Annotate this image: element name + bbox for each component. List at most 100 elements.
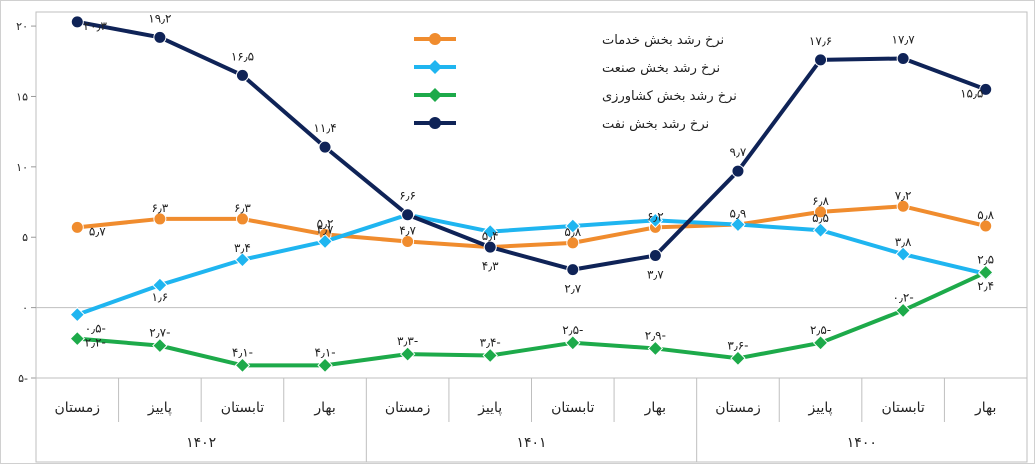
y-tick-label: ۱۵: [16, 90, 28, 103]
data-point: [69, 330, 85, 347]
legend-label: نرخ رشد بخش کشاورزی: [602, 89, 737, 104]
series-lines: [76, 19, 987, 368]
data-label: ۱۵٫۵: [960, 86, 983, 100]
data-label: ۵٫۷: [89, 224, 106, 238]
data-point: [235, 68, 249, 82]
data-label: ۲٫۹-: [645, 328, 666, 342]
data-label: ۹٫۷: [730, 145, 747, 159]
y-tick-label: ۵-: [18, 372, 28, 385]
data-point: [318, 140, 332, 154]
data-point: [731, 164, 745, 178]
data-point: [978, 264, 994, 281]
data-point: [730, 216, 746, 233]
series-line: [77, 270, 987, 368]
data-label: ۵٫۲: [317, 216, 334, 230]
data-label: ۵٫۸: [564, 225, 581, 239]
data-point: [730, 350, 746, 366]
data-point: [979, 219, 993, 233]
data-label: ۱۷٫۶: [809, 34, 832, 48]
legend-label: نرخ رشد بخش خدمات: [602, 33, 724, 48]
data-label: ۴٫۳: [482, 259, 499, 273]
data-label: ۵٫۵: [812, 211, 829, 225]
data-point: [70, 15, 84, 29]
data-point: [317, 233, 333, 250]
data-label: ۱۱٫۴: [313, 121, 336, 135]
data-point: [152, 337, 168, 354]
data-label: ۳٫۳-: [397, 334, 418, 348]
data-point: [153, 30, 167, 44]
year-label: ۱۴۰۰: [847, 435, 877, 451]
data-point: [648, 249, 662, 263]
legend-swatch-marker: [429, 117, 441, 129]
data-label: ۲٫۷-: [149, 326, 170, 340]
data-point: [401, 208, 415, 222]
data-label: ۳٫۷: [647, 268, 664, 282]
x-tick-label: پاییز: [808, 400, 833, 416]
data-point: [979, 82, 993, 96]
data-point: [896, 199, 910, 213]
data-point: [812, 222, 829, 238]
y-tick-label: ۲۰: [16, 20, 28, 33]
data-label: ۶٫۸: [812, 194, 829, 208]
x-tick-label: پاییز: [477, 400, 502, 416]
data-point: [895, 246, 911, 262]
y-tick-label: ۰: [22, 302, 28, 315]
y-tick-label: ۵: [22, 231, 28, 244]
data-point: [234, 357, 251, 374]
x-tick-label: بهار: [644, 400, 666, 416]
legend: نرخ رشد بخش خدمات نرخ رشد بخش صنعت نرخ رشد…: [414, 33, 737, 132]
data-point: [647, 212, 664, 229]
legend-label: نرخ رشد بخش نفت: [602, 117, 709, 132]
data-label: ۲٫۵-: [562, 323, 583, 337]
data-label: ۰٫۲-: [893, 290, 914, 304]
data-point: [482, 347, 498, 364]
data-label: ۴٫۷: [317, 222, 334, 236]
data-label: ۲٫۵-: [810, 323, 831, 337]
data-label: ۲٫۲-: [85, 336, 106, 350]
series-line: [76, 212, 987, 317]
data-point: [399, 346, 416, 362]
data-point: [234, 252, 251, 268]
data-point: [482, 223, 498, 240]
data-label: ۶٫۲: [647, 209, 664, 223]
data-point: [566, 263, 580, 277]
y-tick-label: ۱۰: [16, 161, 28, 174]
data-point: [896, 51, 910, 65]
data-label: ۶٫۳: [151, 201, 168, 215]
data-label: ۴٫۷: [399, 223, 416, 237]
data-point: [566, 236, 580, 250]
series-markers: [69, 15, 994, 374]
series-line: [76, 19, 987, 272]
legend-label: نرخ رشد بخش صنعت: [602, 61, 720, 76]
data-point: [647, 340, 664, 357]
x-tick-label: زمستان: [715, 400, 761, 416]
data-point: [814, 205, 828, 219]
data-label: ۵٫۹: [730, 207, 747, 221]
data-label: ۴٫۱-: [232, 345, 253, 359]
year-label: ۱۴۰۲: [186, 435, 216, 451]
data-label: ۵٫۴: [482, 229, 499, 243]
x-tick-label: زمستان: [55, 400, 101, 416]
legend-swatch-marker: [428, 60, 442, 74]
data-label: ۵٫۸: [977, 208, 994, 222]
data-point: [152, 277, 168, 293]
data-label: ۱۶٫۵: [231, 49, 254, 63]
x-tick-label: تابستان: [881, 400, 924, 416]
x-tick-label: بهار: [974, 400, 996, 416]
legend-swatch-marker: [429, 33, 441, 45]
data-label: ۱٫۶: [151, 290, 168, 304]
data-point: [317, 357, 333, 374]
data-point: [812, 335, 829, 351]
data-point: [565, 335, 581, 351]
axes: ۵- ۰ ۵ ۱۰ ۱۵ ۲۰ بهار تابستان پاییز زمستان بهار تابس…: [16, 11, 1028, 463]
x-tick-label: تابستان: [551, 400, 594, 416]
data-label: ۳٫۴: [234, 241, 251, 255]
x-tick-label: بهار: [313, 400, 335, 416]
data-label: ۰٫۵-: [85, 322, 106, 336]
year-label: ۱۴۰۱: [516, 435, 546, 451]
series-line: [77, 204, 987, 250]
data-point: [69, 306, 85, 323]
data-labels: ۵٫۸۷٫۲۶٫۸۵٫۹۶٫۲۵٫۸۵٫۴۴٫۷۵٫۲۶٫۳۶٫۳۵٫۷۲٫۴۳…: [84, 11, 995, 359]
